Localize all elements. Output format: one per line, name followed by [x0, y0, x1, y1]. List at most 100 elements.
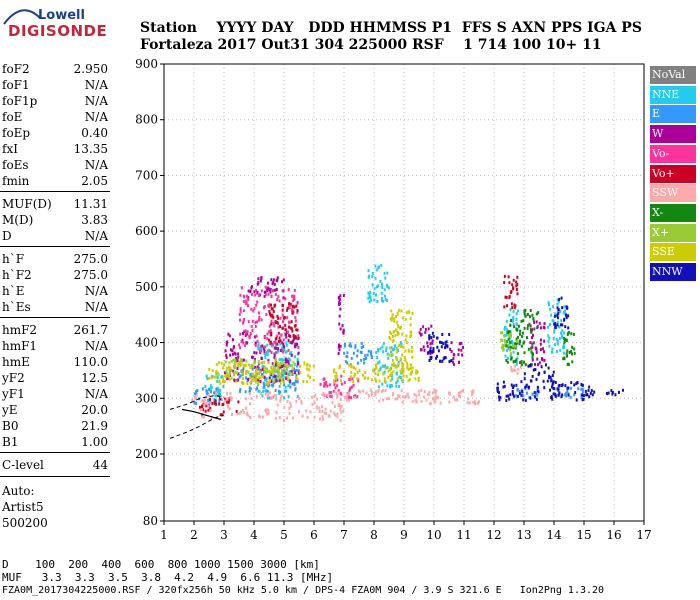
data-point-w [535, 320, 538, 324]
data-point-ssw [280, 394, 283, 398]
data-point-x [531, 355, 534, 359]
data-point-sse [259, 370, 262, 374]
data-point-x [507, 344, 510, 348]
data-point-ssw [427, 392, 430, 396]
data-point-x [519, 332, 522, 336]
data-point-x [274, 357, 277, 361]
data-point-e [213, 398, 216, 402]
data-point-vo [255, 288, 258, 292]
data-point-e [343, 344, 346, 348]
data-point-nnw [533, 395, 536, 399]
data-point-sse [394, 365, 397, 369]
data-point-ssw [398, 395, 401, 399]
data-point-ssw [245, 411, 248, 415]
data-point-nne [294, 344, 297, 348]
data-point-vo [227, 400, 230, 404]
data-point-vo [288, 305, 291, 309]
data-point-e [293, 383, 296, 387]
data-point-nne [380, 298, 383, 302]
data-point-w [278, 378, 281, 382]
data-point-vo [255, 303, 258, 307]
data-point-sse [389, 368, 392, 372]
data-point-nne [381, 364, 384, 368]
data-point-x [507, 334, 510, 338]
data-point-sse [411, 312, 414, 316]
legend-item-x: X+ [650, 223, 696, 242]
data-point-vo [288, 320, 291, 324]
data-point-nnw [542, 379, 545, 383]
data-point-vo [237, 400, 240, 404]
param-value: 275.0 [73, 252, 108, 266]
data-point-vo [271, 313, 274, 317]
data-point-vo [242, 341, 245, 345]
data-point-nnw [554, 394, 557, 398]
data-point-nne [370, 298, 373, 302]
data-point-vo [250, 324, 253, 328]
data-point-ssw [377, 390, 380, 394]
data-point-vo [284, 332, 287, 336]
data-point-e [272, 383, 275, 387]
data-point-vo [215, 402, 218, 406]
data-point-sse [353, 372, 356, 376]
data-point-e [239, 374, 242, 378]
data-point-e [295, 368, 298, 372]
data-point-ssw [472, 389, 475, 393]
data-point-x [245, 359, 248, 363]
param-name: hmE [2, 355, 30, 369]
data-point-nnw [558, 391, 561, 395]
data-point-x [514, 359, 517, 363]
data-point-e [266, 389, 269, 393]
data-point-nnw [561, 383, 564, 387]
param-value: N/A [84, 387, 108, 401]
data-point-nnw [535, 397, 538, 401]
data-point-ssw [357, 389, 360, 393]
data-point-w [280, 348, 283, 352]
data-point-w [539, 338, 542, 342]
data-point-sse [416, 371, 419, 375]
data-point-nnw [511, 392, 514, 396]
data-point-nne [512, 310, 515, 314]
data-point-ssw [425, 398, 428, 402]
data-point-ssw [337, 391, 340, 395]
data-point-w [341, 324, 344, 328]
data-point-nne [397, 360, 400, 364]
data-point-nnw [442, 342, 445, 346]
param-name: foF1 [2, 78, 30, 92]
data-point-sse [411, 355, 414, 359]
data-point-w [542, 350, 545, 354]
data-point-vo [329, 394, 332, 398]
data-point-e [580, 387, 583, 391]
data-point-nne [258, 389, 261, 393]
data-point-nne [400, 371, 403, 375]
data-point-nne [219, 389, 222, 393]
data-point-nnw [535, 377, 538, 381]
data-point-x [562, 357, 565, 361]
data-point-nnw [560, 296, 563, 300]
data-point-x [272, 363, 275, 367]
data-point-w [253, 290, 256, 294]
data-point-ssw [249, 416, 252, 420]
data-point-x [250, 363, 253, 367]
data-point-w [266, 281, 269, 285]
data-point-x [509, 340, 512, 344]
data-point-nnw [567, 393, 570, 397]
data-point-nne [507, 347, 510, 351]
data-point-nnw [440, 341, 443, 345]
data-point-sse [398, 308, 401, 312]
data-point-ssw [255, 394, 258, 398]
data-point-e [251, 367, 254, 371]
data-point-vo [245, 301, 248, 305]
x-tick-label: 11 [456, 528, 471, 542]
data-point-nne [390, 350, 393, 354]
data-point-x [530, 346, 533, 350]
data-point-sse [361, 373, 364, 377]
data-point-x [519, 329, 522, 333]
data-point-vo [280, 333, 283, 337]
data-point-sse [389, 317, 392, 321]
data-point-sse [349, 375, 352, 379]
data-point-x [509, 330, 512, 334]
data-point-nnw [551, 381, 554, 385]
data-point-w [297, 351, 300, 355]
data-point-vo [503, 305, 506, 309]
data-point-nne [390, 346, 393, 350]
